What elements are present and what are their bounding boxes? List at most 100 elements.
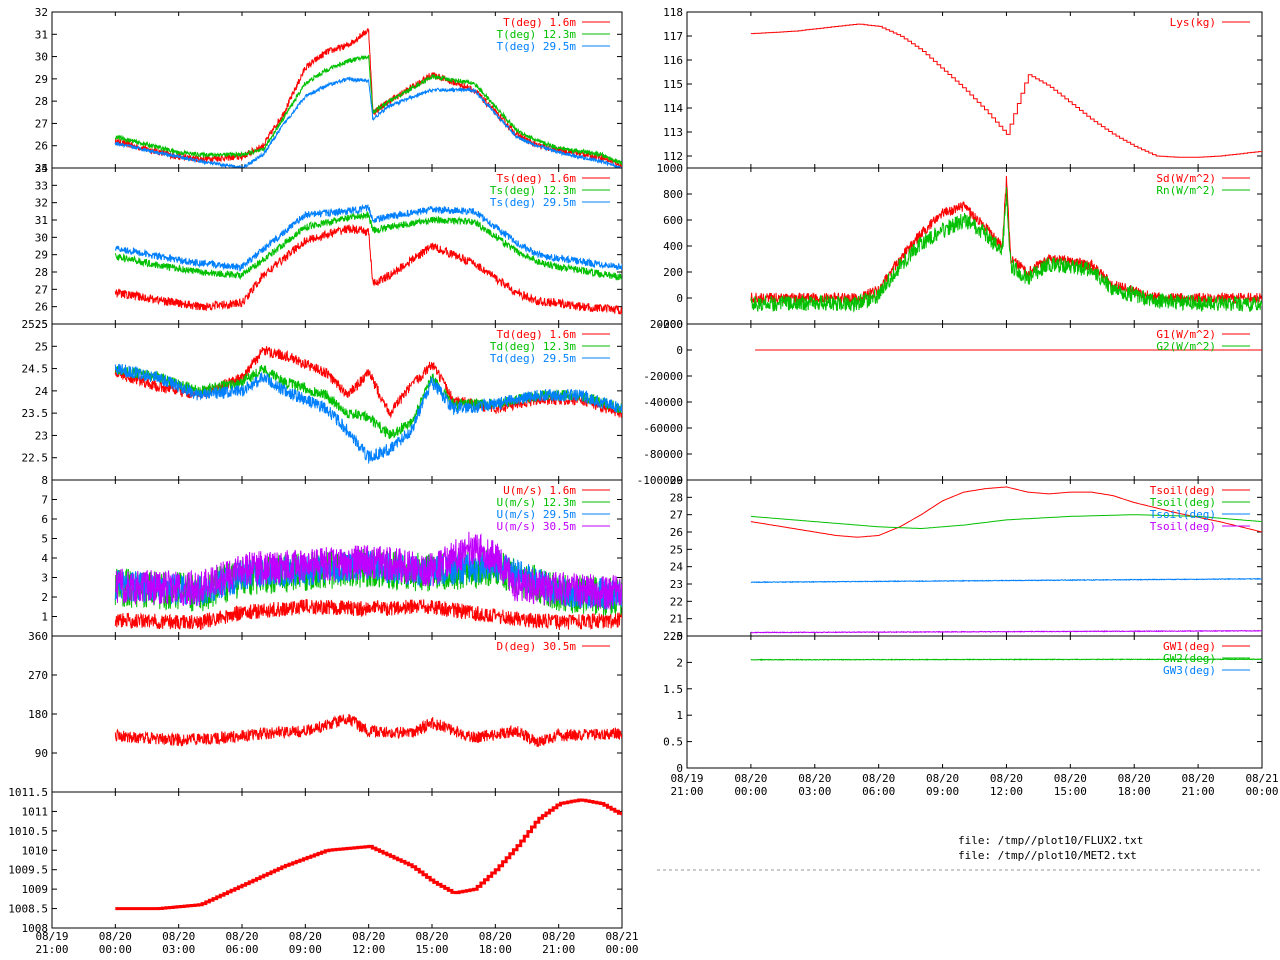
y-tick-label: 117 — [663, 30, 683, 43]
left-x-date-label: 08/20 — [289, 930, 322, 943]
series-line-surface-temp-2 — [114, 203, 622, 272]
legend-label: Sd(W/m^2) — [1156, 172, 1216, 185]
left-x-time-label: 03:00 — [162, 943, 195, 956]
y-tick-label: 1011.5 — [8, 786, 48, 799]
right-x-date-label: 08/20 — [1054, 772, 1087, 785]
chart-air-temp: 25 26 27 28 29 30 31 32 T(deg) 1.6mT(deg) 12.3mT… — [35, 6, 623, 175]
y-tick-label: 28 — [35, 95, 48, 108]
y-tick-label: 1011 — [22, 805, 49, 818]
y-tick-label: 200 — [663, 266, 683, 279]
y-tick-label: 270 — [28, 669, 48, 682]
y-tick-label: 30 — [35, 231, 48, 244]
right-x-date-label: 08/20 — [862, 772, 895, 785]
y-tick-label: 800 — [663, 188, 683, 201]
y-tick-label: 21 — [670, 613, 683, 626]
y-tick-label: 1010 — [22, 844, 49, 857]
right-x-time-label: 09:00 — [926, 785, 959, 798]
y-tick-label: 112 — [663, 150, 683, 163]
y-tick-label: 0 — [676, 292, 683, 305]
left-x-date-label: 08/20 — [415, 930, 448, 943]
series-line-wind-speed-0 — [114, 599, 622, 631]
y-tick-label: 27 — [35, 283, 48, 296]
left-x-time-label: 00:00 — [99, 943, 132, 956]
series-line-pressure-0 — [115, 798, 622, 911]
legend-label: Lys(kg) — [1170, 16, 1216, 29]
right-x-time-label: 00:00 — [734, 785, 767, 798]
legend-label: T(deg) 1.6m — [503, 16, 576, 29]
left-x-date-label: 08/19 — [35, 930, 68, 943]
left-x-time-label: 00:00 — [605, 943, 638, 956]
right-x-time-label: 15:00 — [1054, 785, 1087, 798]
left-x-time-label: 06:00 — [225, 943, 258, 956]
left-x-time-label: 18:00 — [479, 943, 512, 956]
y-tick-label: 30 — [35, 51, 48, 64]
y-tick-label: 600 — [663, 214, 683, 227]
legend-label: U(m/s) 12.3m — [497, 496, 577, 509]
series-line-soil-temp-2 — [750, 577, 1262, 584]
right-x-date-label: 08/20 — [1118, 772, 1151, 785]
series-line-soil-temp-1 — [750, 514, 1262, 529]
chart-ground-water: 0 0.5 1 1.5 2 2.5 GW1(deg)GW2(deg)GW3(deg) — [663, 630, 1263, 775]
series-line-air-temp-1 — [114, 54, 622, 166]
y-tick-label: 31 — [35, 214, 48, 227]
y-tick-label: -20000 — [643, 370, 683, 383]
legend-label: Tsoil(deg) — [1150, 520, 1216, 533]
left-x-date-label: 08/20 — [352, 930, 385, 943]
y-tick-label: -100000 — [637, 474, 683, 487]
y-tick-label: 8 — [41, 474, 48, 487]
plot-frame — [51, 791, 623, 929]
series-line-wind-direction-0 — [114, 713, 622, 748]
y-tick-label: 25 — [35, 340, 48, 353]
y-tick-label: 34 — [35, 162, 49, 175]
series-line-surface-temp-1 — [114, 210, 622, 282]
y-tick-label: 22 — [670, 595, 683, 608]
y-tick-label: 0.5 — [663, 736, 683, 749]
chart-soil-temp: 20212223242526272829Tsoil(deg)Tsoil(deg)… — [670, 474, 1263, 643]
chart-soil-heat-flux: -100000 -80000 -60000 -40000 -20000 0 20000 G1(… — [637, 318, 1263, 487]
y-tick-label: 0 — [676, 344, 683, 357]
y-tick-label: 26 — [670, 526, 683, 539]
y-tick-label: 29 — [35, 73, 48, 86]
legend-label: Ts(deg) 29.5m — [490, 196, 576, 209]
legend-label: U(m/s) 29.5m — [497, 508, 577, 521]
right-x-date-label: 08/20 — [926, 772, 959, 785]
series-line-wind-speed-3 — [114, 531, 622, 610]
y-tick-label: 25 — [35, 318, 48, 331]
y-tick-label: 27 — [35, 117, 48, 130]
legend-label: Td(deg) 29.5m — [490, 352, 576, 365]
y-tick-label: 1009.5 — [8, 864, 48, 877]
left-x-date-label: 08/20 — [479, 930, 512, 943]
y-tick-label: 113 — [663, 126, 683, 139]
series-line-lysimeter-0 — [750, 23, 1262, 158]
y-tick-label: 360 — [28, 630, 48, 643]
y-tick-label: 118 — [663, 6, 683, 19]
y-tick-label: 2 — [41, 591, 48, 604]
right-x-date-label: 08/20 — [798, 772, 831, 785]
y-tick-label: -40000 — [643, 396, 683, 409]
y-tick-label: -60000 — [643, 422, 683, 435]
y-tick-label: -80000 — [643, 448, 683, 461]
legend-label: Td(deg) 12.3m — [490, 340, 576, 353]
y-tick-label: 32 — [35, 6, 48, 19]
series-line-dew-point-2 — [114, 363, 622, 464]
left-x-time-label: 15:00 — [415, 943, 448, 956]
left-x-date-label: 08/21 — [605, 930, 638, 943]
y-tick-label: 1 — [41, 611, 48, 624]
y-tick-label: 25 — [670, 543, 683, 556]
right-x-date-label: 08/21 — [1245, 772, 1278, 785]
y-tick-label: 1008.5 — [8, 903, 48, 916]
y-tick-label: 33 — [35, 179, 48, 192]
legend-label: Tsoil(deg) — [1150, 496, 1216, 509]
y-tick-label: 26 — [35, 140, 48, 153]
y-tick-label: 28 — [35, 266, 48, 279]
left-x-date-label: 08/20 — [162, 930, 195, 943]
y-tick-label: 7 — [41, 494, 48, 507]
y-tick-label: 25 — [35, 162, 48, 175]
y-tick-label: 1 — [676, 709, 683, 722]
y-tick-label: 23 — [35, 429, 48, 442]
left-x-date-label: 08/20 — [99, 930, 132, 943]
y-tick-label: 20000 — [650, 318, 683, 331]
right-x-date-label: 08/20 — [734, 772, 767, 785]
